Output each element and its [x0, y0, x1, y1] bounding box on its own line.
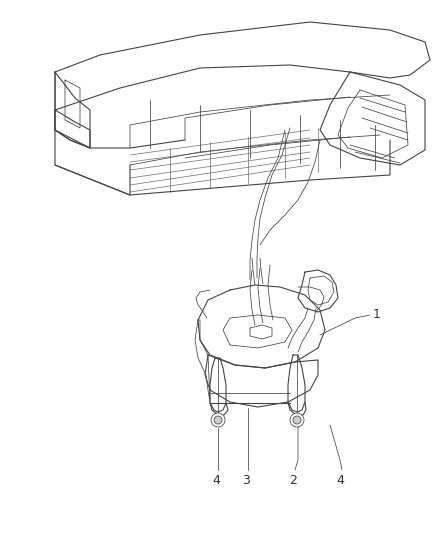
Text: 2: 2	[288, 474, 296, 487]
Text: 3: 3	[241, 474, 249, 487]
Circle shape	[290, 413, 303, 427]
Text: 4: 4	[212, 474, 219, 487]
Circle shape	[211, 413, 225, 427]
Circle shape	[213, 416, 222, 424]
Text: 1: 1	[372, 309, 380, 321]
Text: 4: 4	[336, 474, 343, 487]
Circle shape	[292, 416, 300, 424]
